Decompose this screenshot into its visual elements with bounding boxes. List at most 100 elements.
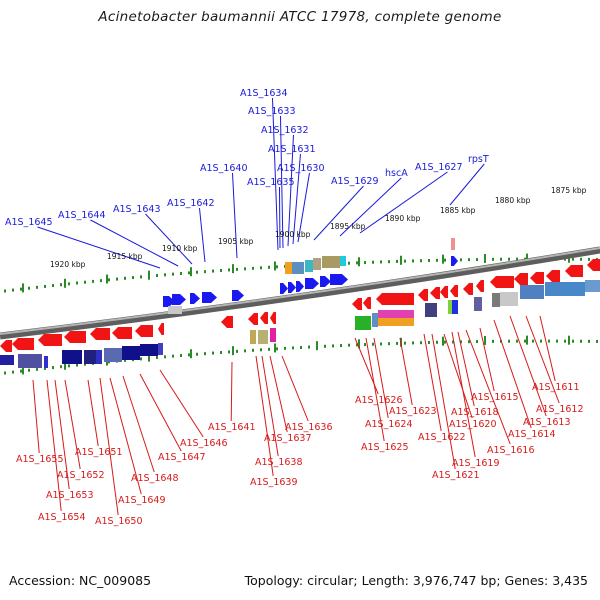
reverse-gene-label: A1S_1621 [432, 470, 480, 481]
bottom-tick [428, 340, 430, 344]
reverse-gene-label: A1S_1620 [449, 419, 497, 430]
kbp-scale-labels: 1920 kbp 1915 kbp 1910 kbp 1905 kbp 1900 kbp… [50, 186, 587, 269]
top-tick [140, 275, 142, 279]
annotation-box [425, 303, 437, 317]
forward-gene-arrow [330, 274, 348, 285]
top-tick [36, 285, 38, 289]
reverse-gene-label: A1S_1625 [361, 442, 409, 453]
forward-leader-line [278, 186, 281, 249]
forward-gene-label: A1S_1630 [277, 163, 325, 174]
bottom-tick [156, 355, 158, 359]
annotation-box [96, 350, 102, 364]
top-tick [372, 260, 374, 264]
forward-leader-line [297, 172, 310, 243]
kbp-label: 1885 kbp [440, 206, 476, 215]
reverse-gene-arrow [546, 270, 560, 282]
top-tick [196, 270, 198, 274]
bottom-tick [396, 341, 398, 345]
kbp-label: 1920 kbp [50, 260, 86, 269]
top-tick [260, 266, 262, 270]
forward-gene-label: A1S_1642 [167, 198, 215, 209]
bottom-major-tick [190, 349, 192, 359]
accession-text: Accession: NC_009085 [9, 573, 152, 588]
top-tick [356, 261, 358, 265]
forward-leader-line [449, 163, 485, 206]
annotation-box [585, 280, 600, 292]
forward-leader-line [339, 177, 402, 237]
reverse-gene-arrow [64, 331, 86, 343]
top-tick [116, 277, 118, 281]
reverse-leader-line [443, 333, 473, 419]
bottom-tick [284, 346, 286, 350]
reverse-gene-arrow [450, 285, 458, 297]
reverse-gene-label: A1S_1615 [471, 392, 519, 403]
annotation-box [378, 318, 414, 326]
bottom-tick [268, 347, 270, 351]
bottom-tick [228, 350, 230, 354]
forward-leader-line [287, 134, 294, 247]
top-tick [44, 284, 46, 288]
reverse-gene-label: A1S_1622 [418, 432, 466, 443]
top-tick [508, 257, 510, 261]
backbone-highlight [0, 247, 600, 335]
forward-gene-arrow [190, 293, 200, 304]
annotation-box [18, 354, 42, 368]
bottom-tick [196, 352, 198, 356]
forward-gene-label: A1S_1631 [268, 144, 316, 155]
annotation-box [313, 258, 321, 270]
forward-gene-arrow [451, 256, 458, 266]
bottom-major-tick [64, 360, 66, 370]
forward-leader-line [90, 219, 179, 267]
annotation-box [451, 238, 455, 250]
annotation-box [372, 313, 378, 327]
reverse-leader-line [525, 315, 560, 404]
forward-gene-arrow [280, 283, 288, 294]
forward-leader-line [145, 213, 193, 265]
bottom-tick [508, 339, 510, 343]
bottom-major-tick [316, 341, 318, 351]
reverse-leader-line [261, 355, 279, 457]
annotation-box [452, 300, 458, 314]
reverse-gene-label: A1S_1626 [355, 395, 403, 406]
kbp-label: 1875 kbp [551, 186, 587, 195]
top-tick [204, 270, 206, 274]
forward-gene-label: A1S_1644 [58, 210, 106, 221]
forward-gene-label: A1S_1643 [113, 204, 161, 215]
top-tick [468, 258, 470, 262]
reverse-leader-line [46, 379, 62, 512]
forward-leader-line [313, 185, 364, 241]
forward-gene-label: A1S_1629 [331, 176, 379, 187]
reverse-gene-label: A1S_1619 [452, 458, 500, 469]
top-major-tick [190, 267, 192, 277]
bottom-tick [372, 342, 374, 346]
bottom-major-tick [274, 343, 276, 353]
top-major-tick [64, 278, 66, 288]
forward-leader-line [279, 115, 284, 249]
annotation-box [492, 293, 500, 307]
bottom-tick [252, 348, 254, 352]
summary-text: Topology: circular; Length: 3,976,747 bp… [244, 573, 588, 588]
annotation-box [122, 346, 140, 360]
label-leader-lines [32, 97, 560, 516]
bottom-tick [244, 349, 246, 353]
top-tick [68, 282, 70, 286]
top-major-tick [274, 261, 276, 271]
bottom-tick [492, 339, 494, 343]
reverse-gene-arrow [490, 276, 514, 288]
reverse-leader-line [431, 333, 456, 470]
top-tick [228, 268, 230, 272]
reverse-gene-arrow [221, 316, 233, 328]
bottom-tick [468, 340, 470, 344]
bottom-tick [332, 344, 334, 348]
forward-gene-arrow [320, 276, 331, 287]
reverse-gene-label: A1S_1637 [264, 433, 312, 444]
bottom-tick [204, 352, 206, 356]
reverse-leader-line [479, 327, 495, 392]
forward-gene-label: A1S_1634 [240, 88, 288, 99]
bottom-tick [308, 345, 310, 349]
forward-leader-line [292, 153, 301, 245]
bottom-tick [460, 340, 462, 344]
bottom-tick [140, 357, 142, 361]
reverse-gene-label: A1S_1648 [131, 473, 179, 484]
